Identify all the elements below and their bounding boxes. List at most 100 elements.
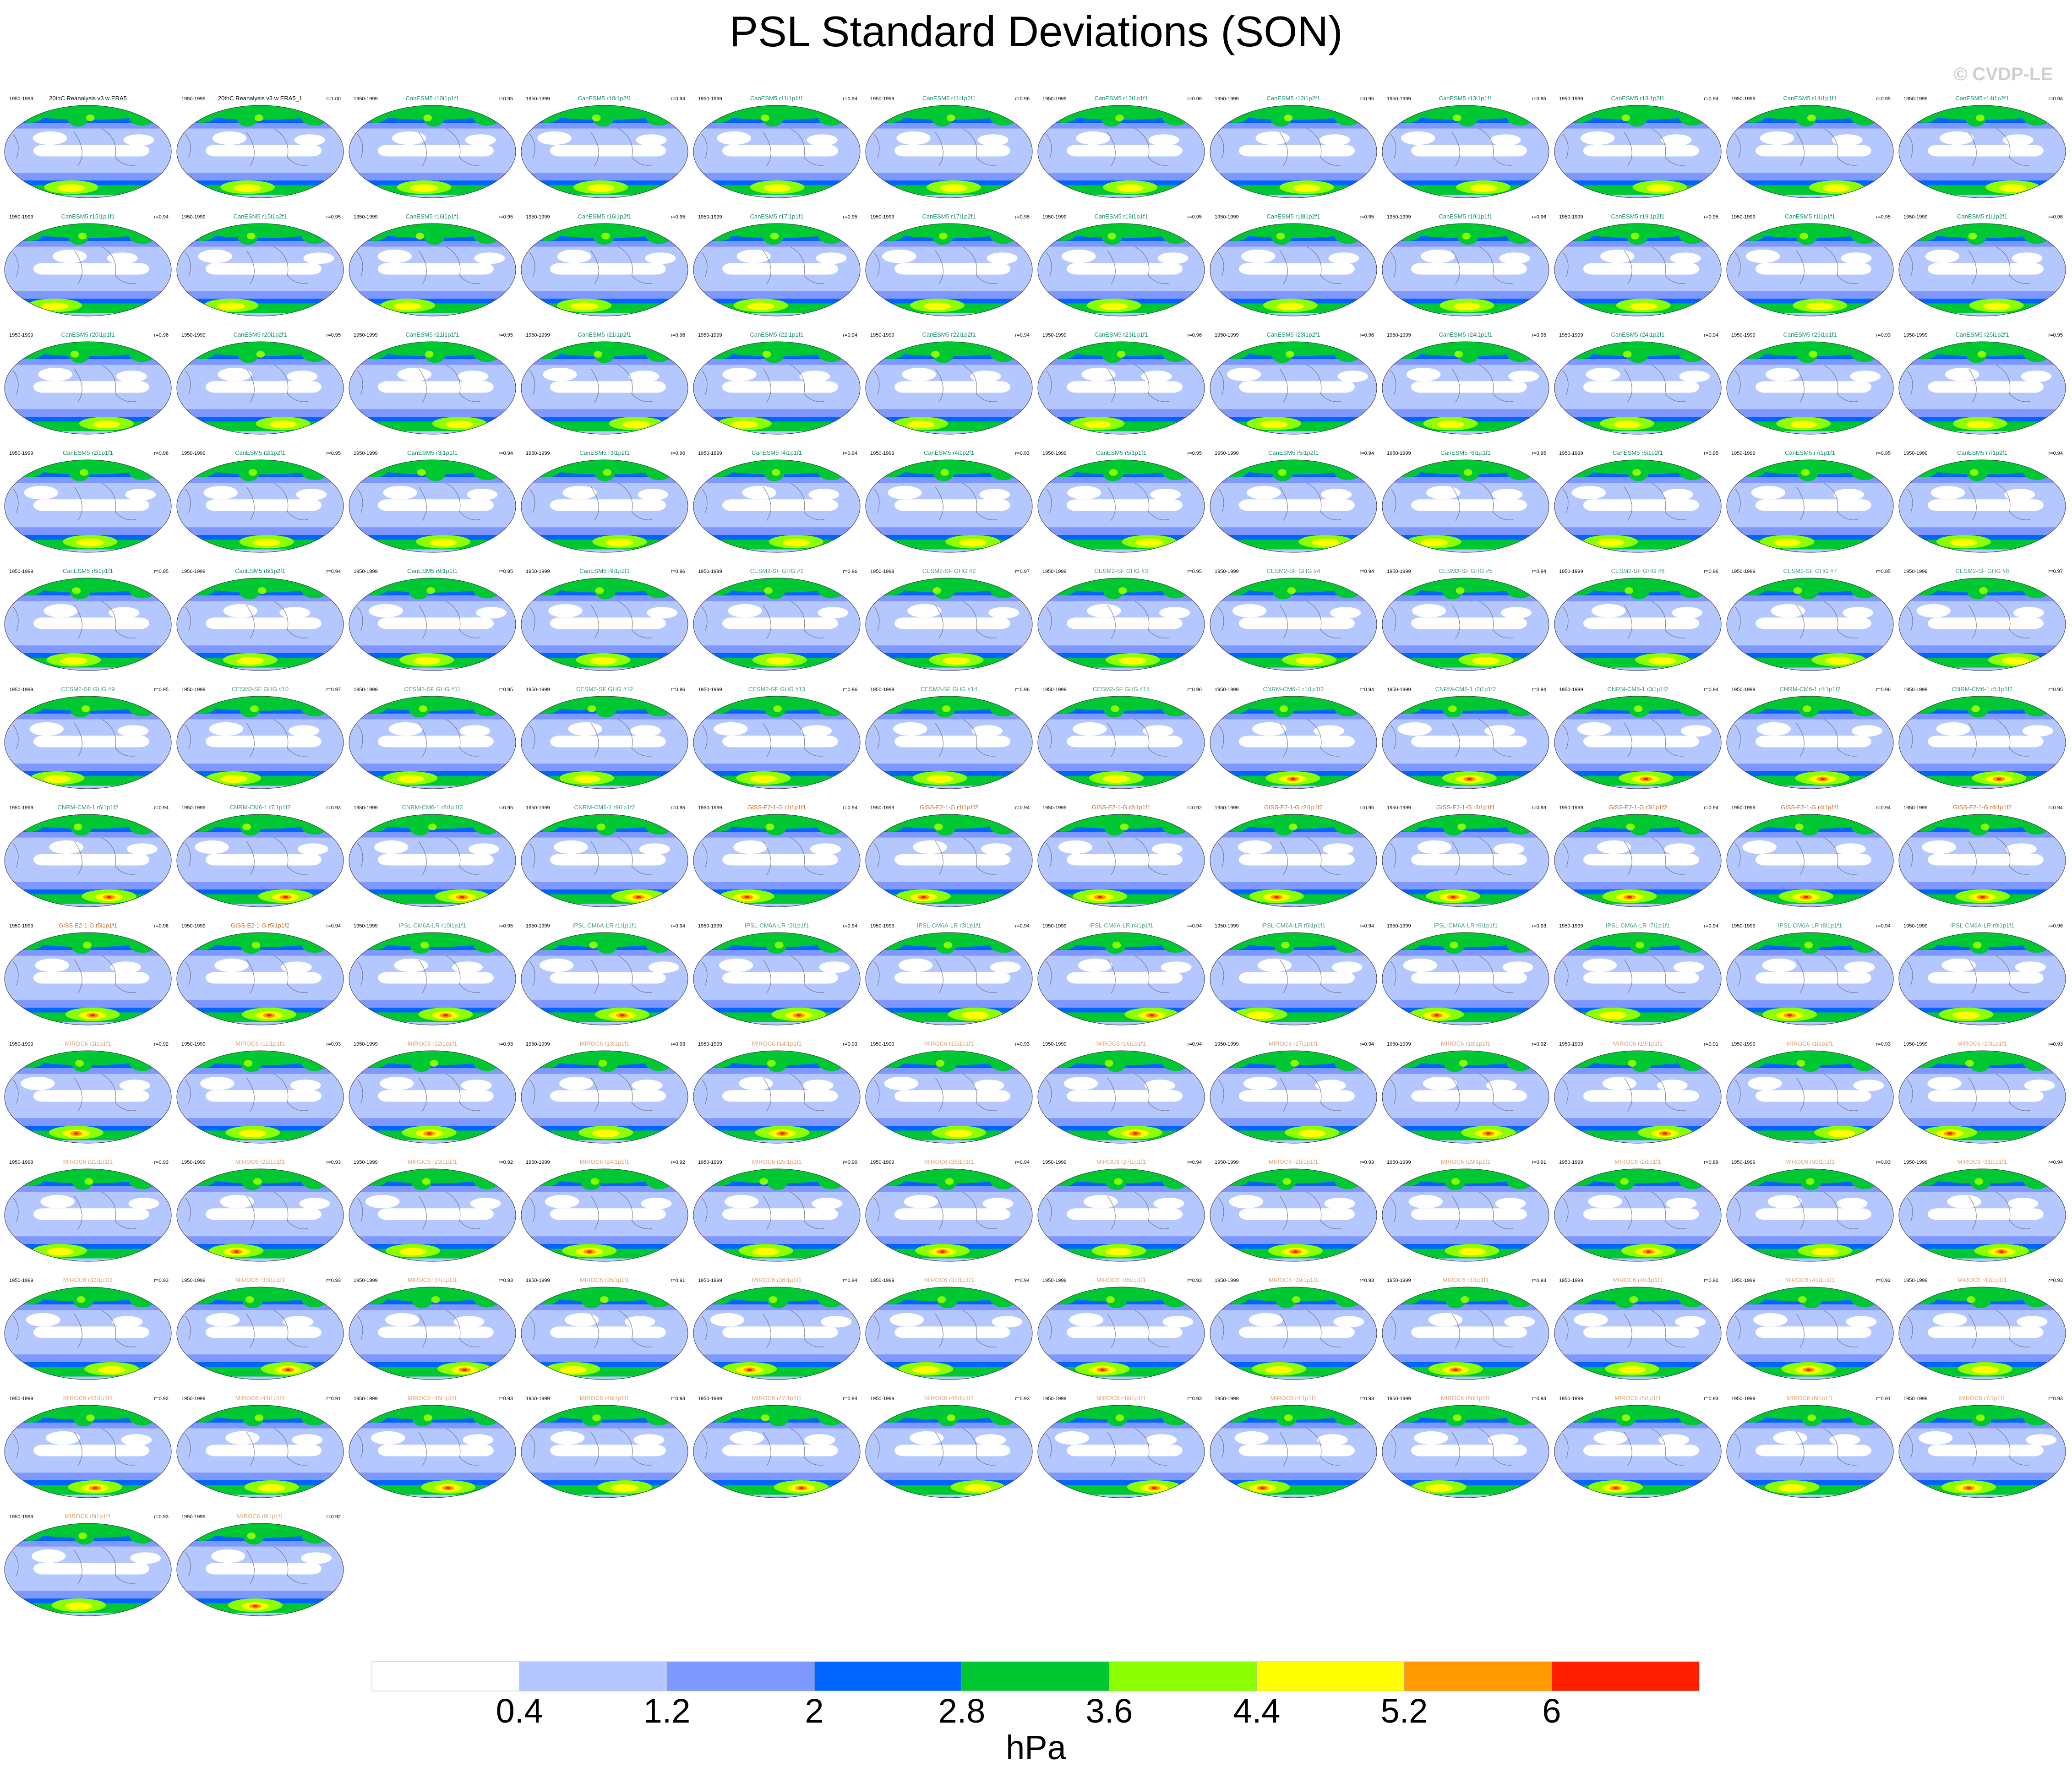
panel-title: CanESM5 r21i1p1f1 [405, 331, 459, 338]
panel-pattern-correlation: r=0.93 [671, 1042, 686, 1047]
panel-pattern-correlation: r=0.94 [326, 569, 341, 574]
map-panel: 1950-1999 CanESM5 r4i1p2f1 r=0.93 [864, 449, 1034, 554]
global-map [1382, 1405, 1549, 1498]
panel-title: CanESM5 r14i1p2f1 [1955, 95, 2009, 102]
global-map [1898, 932, 2066, 1025]
panel-years: 1950-1999 [9, 1514, 33, 1520]
panel-years: 1950-1999 [870, 1042, 894, 1047]
panel-title: IPSL-CM6A-LR r8i1p1f1 [1778, 922, 1843, 929]
panel-years: 1950-1999 [354, 1160, 378, 1165]
panel-pattern-correlation: r=0.94 [1876, 923, 1891, 929]
panel-years: 1950-1999 [870, 923, 894, 929]
panel-title: CanESM5 r24i1p2f1 [1611, 331, 1665, 338]
panel-pattern-correlation: r=0.95 [671, 214, 686, 220]
panel-title: CanESM5 r10i1p2f1 [578, 95, 632, 102]
panel-pattern-correlation: r=0.93 [1015, 1396, 1030, 1402]
panel-title: MIROC6 r13i1p1f1 [579, 1040, 630, 1047]
panel-title: MIROC6 r1i1p1f1 [65, 1040, 111, 1047]
panel-title: CanESM5 r2i1p2f1 [235, 449, 285, 456]
global-map [521, 459, 688, 553]
panel-years: 1950-1999 [354, 451, 378, 456]
panel-title: CanESM5 r3i1p2f1 [579, 449, 630, 456]
panel-years: 1950-1999 [1215, 333, 1239, 338]
global-map [176, 578, 344, 671]
map-panel: 1950-1999 CESM2-SF GHG #12 r=0.96 [519, 685, 690, 791]
panel-title: CNRM-CM6-1 r7i1p1f2 [229, 804, 291, 811]
global-map [349, 105, 516, 198]
map-panel: 1950-1999 CESM2-SF GHG #8 r=0.97 [1897, 567, 2067, 672]
panel-pattern-correlation: r=0.93 [1876, 333, 1891, 338]
global-map [349, 1050, 516, 1144]
map-panel: 1950-1999 IPSL-CM6A-LR r2i1p1f1 r=0.94 [692, 922, 862, 1027]
map-panel: 1950-1999 GISS-E2-1-G r4i1p1f1 r=0.94 [1725, 803, 1895, 909]
panel-pattern-correlation: r=0.97 [1015, 569, 1030, 574]
global-map [4, 696, 172, 789]
panel-years: 1950-1999 [181, 333, 206, 338]
global-map [1898, 578, 2066, 671]
panel-title: CNRM-CM6-1 r9i1p1f2 [574, 804, 635, 811]
panel-years: 1950-1999 [1731, 214, 1756, 220]
panel-pattern-correlation: r=0.96 [1015, 96, 1030, 102]
global-map [1726, 1168, 1894, 1262]
map-panel: 1950-1999 CanESM5 r10i1p2f1 r=0.94 [519, 94, 690, 200]
panel-years: 1950-1999 [1903, 687, 1928, 693]
global-map [1898, 341, 2066, 435]
colorbar-box [519, 1661, 667, 1691]
map-panel: 1950-1999 CanESM5 r24i1p2f1 r=0.94 [1553, 331, 1723, 436]
panel-pattern-correlation: r=0.95 [498, 687, 513, 693]
panel-title: IPSL-CM6A-LR r6i1p1f1 [1433, 922, 1498, 929]
map-panel: 1950-1999 CanESM5 r9i1p2f1 r=0.96 [519, 567, 690, 672]
global-map [349, 814, 516, 907]
panel-pattern-correlation: r=0.95 [1876, 451, 1891, 456]
panel-title: CanESM5 r14i1p1f1 [1783, 95, 1837, 102]
global-map [693, 1287, 861, 1380]
global-map [1898, 1287, 2066, 1380]
panel-years: 1950-1999 [1559, 96, 1583, 102]
panel-pattern-correlation: r=0.97 [2048, 569, 2063, 574]
map-panel: 1950-1999 CanESM5 r5i1p2f1 r=0.94 [1208, 449, 1379, 554]
panel-title: CESM2-SF GHG #14 [920, 686, 978, 693]
map-panel: 1950-1999 CanESM5 r3i1p1f1 r=0.94 [347, 449, 518, 554]
global-map [693, 1168, 861, 1262]
panel-title: MIROC6 r12i1p1f1 [407, 1040, 458, 1047]
panel-years: 1950-1999 [1215, 569, 1239, 574]
colorbar-tick-label: 2 [805, 1692, 824, 1730]
panel-pattern-correlation: r=0.95 [498, 569, 513, 574]
map-panel: 1950-1999 IPSL-CM6A-LR r4i1p1f1 r=0.94 [1036, 922, 1206, 1027]
panel-title: MIROC6 r39i1p1f1 [1268, 1276, 1319, 1283]
panel-title: MIROC6 r48i1p1f1 [924, 1395, 974, 1402]
panel-pattern-correlation: r=0.95 [1359, 214, 1374, 220]
panel-pattern-correlation: r=0.92 [326, 1514, 341, 1520]
panel-title: CanESM5 r4i1p1f1 [752, 449, 802, 456]
panel-title: MIROC6 r45i1p1f1 [407, 1395, 458, 1402]
panel-years: 1950-1999 [870, 805, 894, 811]
panel-years: 1950-1999 [1215, 1278, 1239, 1283]
panel-pattern-correlation: r=0.95 [498, 96, 513, 102]
panel-pattern-correlation: r=0.96 [154, 333, 169, 338]
map-panel: 1950-1999 CanESM5 r17i1p1f1 r=0.95 [692, 213, 862, 318]
map-panel: 1950-1999 20thC Reanalysis v3 w ERA5 [3, 94, 173, 200]
global-map [521, 1405, 688, 1498]
panel-title: CanESM5 r17i1p1f1 [750, 213, 804, 220]
map-panel: 1950-1999 GISS-E2-1-G r4i1p1f2 r=0.94 [1897, 803, 2067, 909]
panel-title: CESM2-SF GHG #1 [750, 567, 804, 574]
panel-pattern-correlation: r=0.92 [154, 1396, 169, 1402]
colorbar-box [961, 1661, 1110, 1691]
global-map [349, 932, 516, 1025]
panel-pattern-correlation: r=0.95 [1187, 214, 1202, 220]
panel-title: MIROC6 r22i1p1f1 [235, 1158, 285, 1165]
map-panel: 1950-1999 MIROC6 r2i1p1f1 r=0.89 [1553, 1158, 1723, 1263]
panel-title: CNRM-CM6-1 r8i1p1f2 [402, 804, 463, 811]
panel-title: MIROC6 r25i1p1f1 [752, 1158, 802, 1165]
panel-pattern-correlation: r=0.93 [1704, 1396, 1719, 1402]
map-panel: 1950-1999 CanESM5 r20i1p1f1 r=0.96 [3, 331, 173, 436]
panel-title: MIROC6 r37i1p1f1 [924, 1276, 974, 1283]
panel-pattern-correlation: r=0.94 [1015, 1278, 1030, 1283]
panel-title: CanESM5 r20i1p1f1 [61, 331, 115, 338]
panel-pattern-correlation: r=0.90 [843, 1160, 858, 1165]
map-panel: 1950-1999 CanESM5 r12i1p1f1 r=0.96 [1036, 94, 1206, 200]
panel-pattern-correlation: r=0.93 [1359, 1160, 1374, 1165]
panel-title: MIROC6 r29i1p1f1 [1440, 1158, 1491, 1165]
panel-years: 1950-1999 [1559, 451, 1583, 456]
panel-title: CESM2-SF GHG #4 [1266, 567, 1320, 574]
